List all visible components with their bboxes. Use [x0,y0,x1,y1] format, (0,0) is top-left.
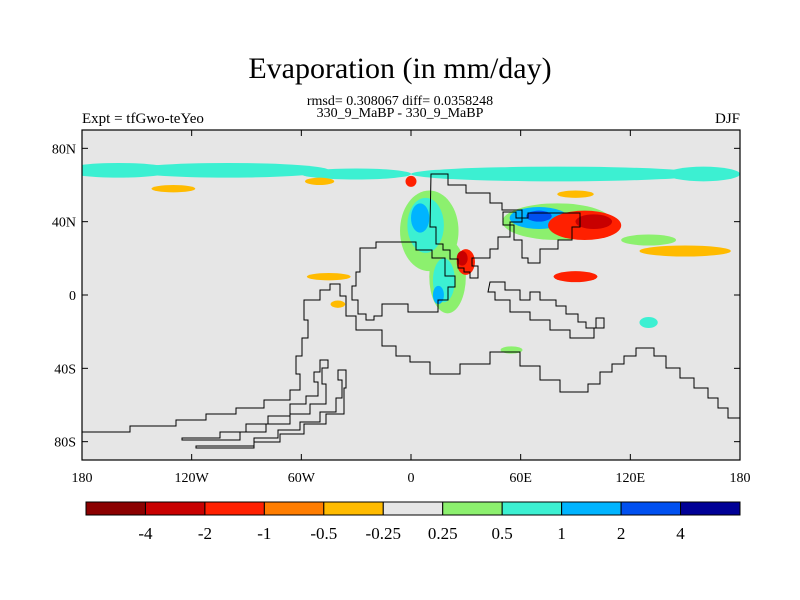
colorbar-label: -0.5 [310,524,337,543]
coastline-south-inner-1 [181,359,329,441]
field-region-16 [456,251,468,266]
chart-subtitle-stats: rmsd= 0.308067 diff= 0.0358248 [306,94,494,109]
experiment-label: Expt = tfGwo-teYeo [82,111,204,127]
colorbar-swatch-9 [620,501,682,516]
field-region-28 [500,346,523,354]
coastline-ring-south [487,281,605,339]
field-region-1 [127,163,329,178]
colorbar-label: -4 [138,524,153,543]
coastline-east-asia [502,211,581,264]
coastline-south-inner-2 [195,369,347,449]
field-region-21 [575,214,613,230]
field-region-22 [553,271,598,283]
x-tick-label: 60W [288,471,316,486]
chart-title: Evaporation (in mm/day) [248,52,552,85]
colorbar-label: -1 [257,524,271,543]
chart-subtitle-run: 330_9_MaBP - 330_9_MaBP [316,106,484,121]
field-region-25 [639,317,658,328]
colorbar-swatch-10 [680,501,741,516]
field-region-4 [666,166,740,182]
colorbar-swatch-6 [442,501,503,516]
field-region-11 [411,203,430,233]
field-region-27 [330,300,346,308]
x-tick-label: 180 [72,471,93,486]
y-tick-label: 0 [69,289,76,304]
coastline-north [429,173,523,279]
colorbar-swatch-3 [263,501,325,516]
colorbar-swatch-8 [561,501,622,516]
coastline-layer [82,173,740,449]
coastline-south [82,283,740,433]
field-region-6 [304,177,335,185]
field-region-3 [411,166,704,182]
field-region-24 [639,245,731,257]
colorbar-swatch-1 [144,501,206,516]
y-tick-label: 40N [52,216,76,231]
colorbar-label: -2 [198,524,212,543]
field-region-2 [301,168,411,180]
colorbar-label: 4 [676,524,685,543]
x-tick-label: 120W [175,471,210,486]
y-tick-label: 80S [54,436,76,451]
colorbar-swatch-0 [85,501,146,516]
colorbar-label: 0.5 [492,524,513,543]
colorbar-label: 1 [557,524,566,543]
colorbar-label: 2 [617,524,626,543]
colorbar-swatch-4 [323,501,384,516]
field-region-26 [306,273,351,281]
coastline-central-africa [351,241,456,321]
x-tick-label: 120E [616,471,646,486]
colorbar: -4 -2 -1 -0.5 -0.25 0.25 0.5 1 2 4 [85,501,741,543]
colorbar-label: 0.25 [428,524,458,543]
colorbar-label: -0.25 [366,524,401,543]
colorbar-swatch-2 [204,501,265,516]
field-region-5 [151,185,196,193]
y-tick-label: 40S [54,362,76,377]
x-tick-label: 60E [509,471,532,486]
field-region-8 [557,190,594,198]
y-tick-label: 80N [52,142,76,157]
colorbar-swatch-5 [382,501,444,516]
colorbar-swatch-7 [501,501,563,516]
x-tick-label: 0 [408,471,415,486]
x-tick-label: 180 [730,471,751,486]
field-region-19 [526,210,552,222]
axes: 180 120W 60W 0 60E 120E 180 80N 40N 0 40S 80S [52,130,751,486]
field-region-23 [621,234,677,246]
season-label: DJF [714,111,740,127]
field-region-7 [405,175,417,187]
